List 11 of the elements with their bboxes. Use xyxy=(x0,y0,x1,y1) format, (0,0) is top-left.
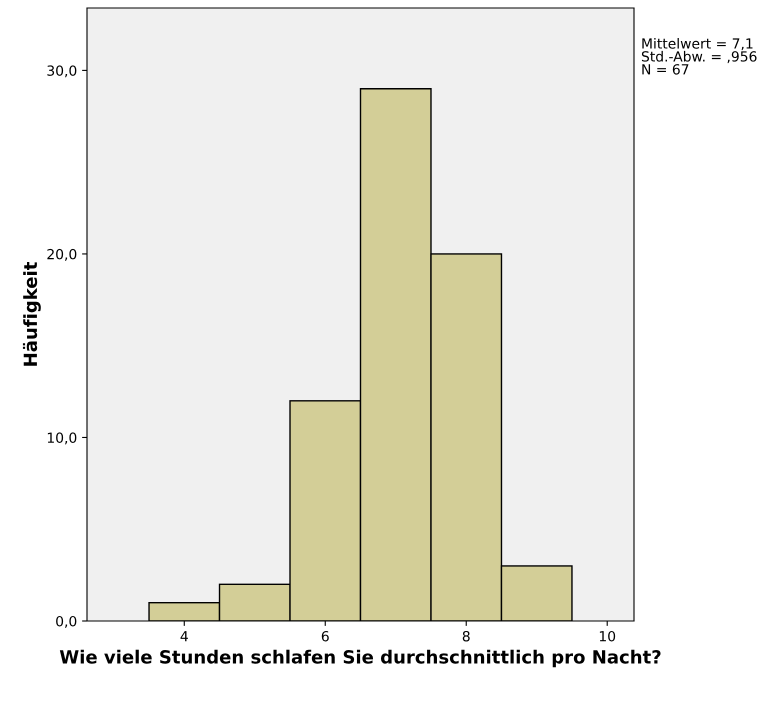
y-tick-label: 0,0 xyxy=(56,616,76,628)
y-tick-label: 30,0 xyxy=(47,65,76,78)
x-tick-label: 10 xyxy=(600,630,616,642)
x-tick-label: 4 xyxy=(180,631,188,642)
x-tick-label: 8 xyxy=(462,630,470,642)
x-tick-label: 6 xyxy=(322,630,329,642)
y-tick-label: 20,0 xyxy=(47,248,76,261)
x-axis-title: Wie viele Stunden schlafen Sie durchschnittlich pro Nacht? xyxy=(60,650,661,668)
text: Mittelwert = 7,1 Std.-Abw. = ,956 N = 67 xyxy=(642,38,757,75)
y-tick-label: 10,0 xyxy=(48,432,76,444)
y-axis-title: Häufigkeit xyxy=(22,262,41,366)
